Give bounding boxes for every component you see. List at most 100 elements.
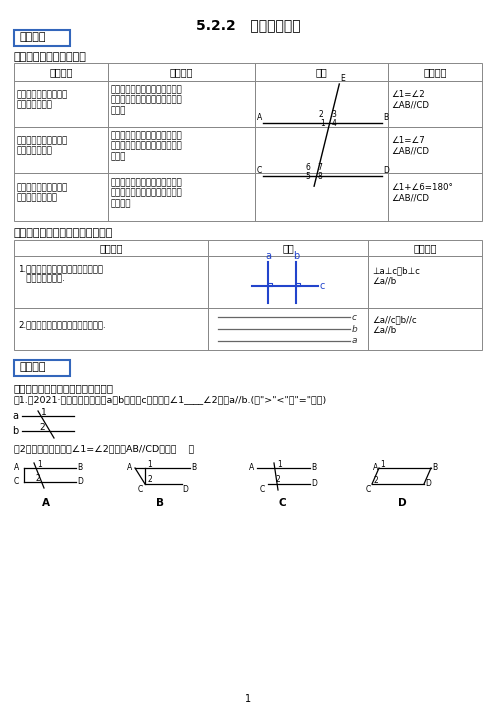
Text: 知识点一、平行线的判定: 知识点一、平行线的判定: [14, 52, 87, 62]
Text: 判定方法１：同位角相
等，两直线平行: 判定方法１：同位角相 等，两直线平行: [17, 91, 68, 110]
Text: ∠1+∠6=180°
∠AB//CD: ∠1+∠6=180° ∠AB//CD: [391, 183, 453, 203]
Text: 2: 2: [373, 476, 378, 485]
Text: 2: 2: [39, 423, 45, 432]
Text: 2.平行于同一条直线的两条直线平行.: 2.平行于同一条直线的两条直线平行.: [18, 321, 106, 329]
Text: ∠a//c，b//c
∠a//b: ∠a//c，b//c ∠a//b: [372, 315, 417, 335]
Bar: [368, 308, 482, 350]
Text: C: C: [366, 485, 371, 494]
Text: 1: 1: [147, 460, 152, 469]
Text: A: A: [257, 113, 262, 122]
Text: A: A: [42, 498, 50, 508]
Text: E: E: [340, 74, 345, 83]
Text: B: B: [432, 463, 437, 472]
Text: D: D: [383, 166, 389, 176]
Text: 5: 5: [305, 172, 310, 181]
Bar: [388, 81, 482, 127]
Text: c: c: [319, 281, 324, 291]
Bar: [368, 240, 482, 256]
Text: 6: 6: [305, 163, 310, 172]
Bar: [14, 63, 108, 81]
Text: ∠1=∠2
∠AB//CD: ∠1=∠2 ∠AB//CD: [391, 91, 429, 110]
Text: b: b: [293, 251, 299, 261]
Text: B: B: [77, 463, 82, 472]
Bar: [208, 240, 368, 256]
Text: 图示: 图示: [282, 243, 294, 253]
Text: C: C: [14, 477, 19, 486]
Text: 2: 2: [318, 110, 323, 119]
Text: 2: 2: [147, 475, 152, 484]
Text: 知识梳理: 知识梳理: [19, 32, 46, 42]
Text: D: D: [182, 485, 188, 494]
Text: b: b: [352, 324, 358, 333]
Text: 精讲精练: 精讲精练: [19, 362, 46, 372]
Text: 文字语言: 文字语言: [170, 67, 193, 77]
Bar: [14, 240, 208, 256]
Text: 2: 2: [276, 475, 281, 484]
Text: 例1.》2021·桂林《如图，直线a、b被直线c所截，当∠1____∠2时，a//b.(用">"<"或"="填空): 例1.》2021·桂林《如图，直线a、b被直线c所截，当∠1____∠2时，a/…: [14, 395, 327, 404]
Text: 图示: 图示: [315, 67, 327, 77]
Bar: [255, 127, 388, 173]
Text: C: C: [257, 166, 262, 176]
Bar: [14, 308, 208, 350]
Bar: [108, 63, 255, 81]
Text: 2: 2: [36, 474, 41, 483]
Text: ⊥a⊥c，b⊥c
∠a//b: ⊥a⊥c，b⊥c ∠a//b: [372, 266, 420, 286]
Text: 符号语言: 符号语言: [413, 243, 437, 253]
Text: a: a: [352, 336, 358, 345]
Bar: [208, 308, 368, 350]
Text: A: A: [373, 463, 378, 472]
Text: A: A: [127, 463, 132, 472]
Text: B: B: [156, 498, 164, 508]
Text: 1.在同一平面内，垂直于同一条直线
   的两条直线平行.: 1.在同一平面内，垂直于同一条直线 的两条直线平行.: [18, 264, 103, 284]
Text: C: C: [260, 485, 265, 494]
Bar: [108, 173, 255, 221]
Bar: [255, 81, 388, 221]
Text: A: A: [249, 463, 254, 472]
Text: 知识点二、平行线判定方法的推论: 知识点二、平行线判定方法的推论: [14, 228, 114, 238]
Bar: [255, 173, 388, 221]
Text: 考点一、灵活运用平行线的判定方法: 考点一、灵活运用平行线的判定方法: [14, 383, 114, 393]
Text: 5.2.2   平行线的判定: 5.2.2 平行线的判定: [196, 18, 300, 32]
Bar: [208, 256, 368, 308]
Text: 1: 1: [380, 460, 385, 469]
Bar: [255, 63, 388, 81]
Text: 1: 1: [245, 694, 251, 702]
Bar: [108, 127, 255, 173]
Text: 两条直线被第三条直线所截，如
果同旁内角互补，那么这两条直
线平行。: 两条直线被第三条直线所截，如 果同旁内角互补，那么这两条直 线平行。: [111, 178, 183, 208]
Text: 3: 3: [331, 110, 336, 119]
Text: 判定方法３：同旁内角
互补，两直线平行: 判定方法３：同旁内角 互补，两直线平行: [17, 183, 68, 203]
Text: C: C: [278, 498, 286, 508]
Text: B: B: [383, 113, 388, 122]
Text: D: D: [425, 479, 431, 489]
Text: 两条直线被第三条直线所截，如
果内错角相等，那么这两条直线
平行。: 两条直线被第三条直线所截，如 果内错角相等，那么这两条直线 平行。: [111, 131, 183, 161]
Bar: [255, 81, 388, 127]
Text: 1: 1: [320, 119, 325, 128]
Text: D: D: [77, 477, 83, 486]
Text: 1: 1: [37, 460, 42, 469]
Text: 判定方法: 判定方法: [49, 67, 73, 77]
Text: ∠1=∠7
∠AB//CD: ∠1=∠7 ∠AB//CD: [391, 136, 429, 156]
Text: 例2．下列图形中，由∠1=∠2能得到AB//CD的是（    ）: 例2．下列图形中，由∠1=∠2能得到AB//CD的是（ ）: [14, 444, 194, 453]
Bar: [388, 63, 482, 81]
Bar: [14, 173, 108, 221]
Text: a: a: [12, 411, 18, 421]
Bar: [14, 81, 108, 127]
Bar: [14, 360, 70, 376]
Text: b: b: [12, 426, 18, 436]
Text: 判定方法２：内错角相
等，两直线平行: 判定方法２：内错角相 等，两直线平行: [17, 136, 68, 156]
Text: 两条直线被第三条直线所截，如
果同位角相等，那么这两条直线
平行。: 两条直线被第三条直线所截，如 果同位角相等，那么这两条直线 平行。: [111, 85, 183, 115]
Text: D: D: [398, 498, 406, 508]
Text: 4: 4: [331, 119, 336, 128]
Bar: [14, 30, 70, 46]
Bar: [108, 81, 255, 127]
Bar: [388, 173, 482, 221]
Text: 文字语言: 文字语言: [99, 243, 123, 253]
Text: 符号语言: 符号语言: [423, 67, 447, 77]
Bar: [14, 127, 108, 173]
Text: a: a: [265, 251, 271, 261]
Text: A: A: [14, 463, 19, 472]
Bar: [388, 127, 482, 173]
Text: 8: 8: [317, 172, 322, 181]
Text: C: C: [138, 485, 143, 494]
Text: 1: 1: [41, 408, 47, 417]
